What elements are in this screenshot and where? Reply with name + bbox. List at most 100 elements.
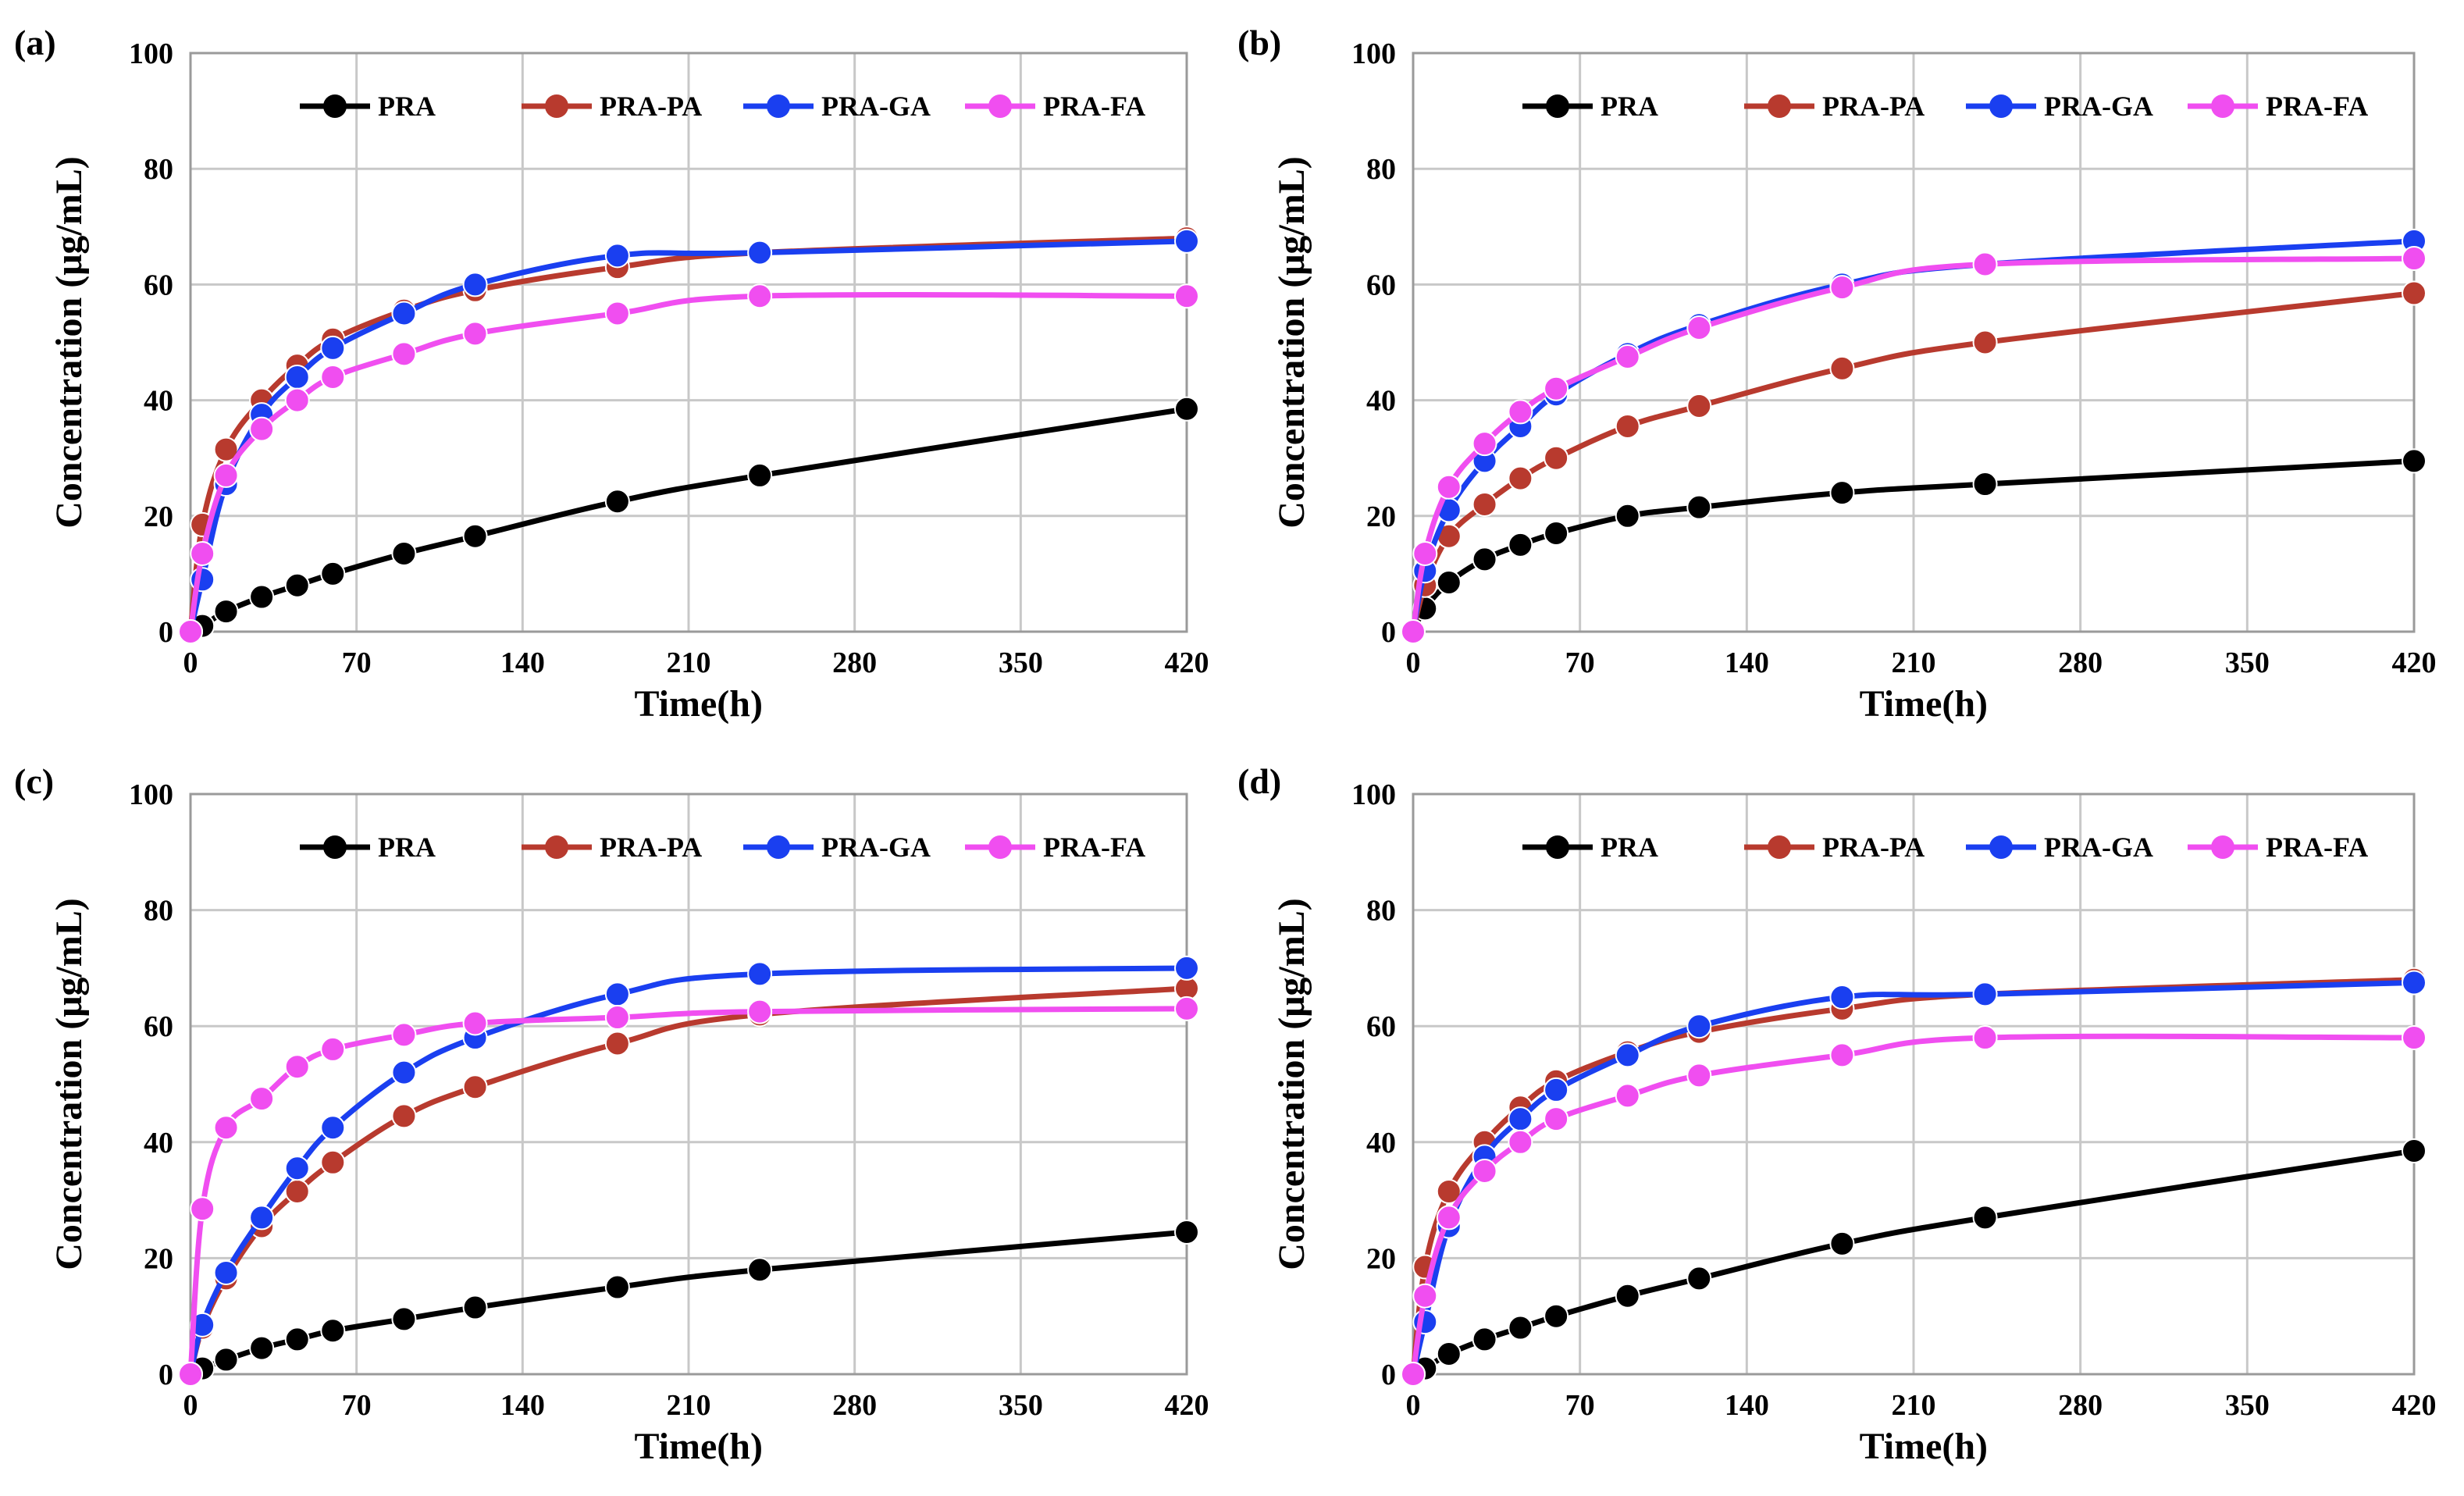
data-point <box>1436 1341 1462 1366</box>
data-point <box>1544 1077 1569 1102</box>
legend-entry: PRA-PA <box>522 91 702 122</box>
data-point <box>1829 1231 1855 1256</box>
legend-label: PRA-FA <box>2266 91 2368 122</box>
data-point <box>391 1306 417 1332</box>
legend-label: PRA-GA <box>821 91 931 122</box>
plot-frame <box>189 793 1188 1376</box>
legend-label: PRA-GA <box>2044 832 2153 863</box>
data-point <box>1972 1025 1998 1051</box>
y-axis-title: Concentration (μg/mL) <box>1271 156 1312 528</box>
legend-marker <box>1546 94 1569 118</box>
x-tick-label: 420 <box>2392 646 2437 679</box>
data-point <box>747 283 773 309</box>
series-PRA-FA <box>1401 246 2427 644</box>
data-point <box>284 572 310 598</box>
data-point <box>1436 570 1462 596</box>
legend-marker <box>2211 835 2234 859</box>
data-point <box>391 540 417 566</box>
data-point <box>1544 445 1569 471</box>
data-point <box>1412 540 1438 566</box>
data-point <box>462 321 488 347</box>
data-point <box>1615 503 1640 529</box>
series-PRA <box>178 396 1199 644</box>
y-tick-label: 40 <box>144 1127 173 1159</box>
data-point <box>1401 619 1426 644</box>
data-point <box>284 1156 310 1181</box>
data-point <box>178 619 203 644</box>
legend-entry: PRA-GA <box>743 91 931 122</box>
data-point <box>1686 315 1712 340</box>
legend-marker <box>545 835 568 859</box>
data-point <box>1174 1219 1199 1245</box>
data-point <box>2402 280 2427 306</box>
data-point <box>320 1149 346 1175</box>
data-point <box>284 1054 310 1080</box>
x-tick-label: 420 <box>2392 1389 2437 1422</box>
legend-entry: PRA <box>300 91 436 122</box>
x-tick-label: 0 <box>1406 646 1421 679</box>
legend-label: PRA-GA <box>821 832 931 863</box>
data-point <box>320 1318 346 1344</box>
data-point <box>1829 275 1855 301</box>
legend-label: PRA-PA <box>1822 832 1925 863</box>
data-point <box>747 999 773 1024</box>
data-point <box>1972 251 1998 277</box>
data-point <box>249 1086 275 1112</box>
legend-marker <box>1768 94 1791 118</box>
x-tick-label: 70 <box>342 1389 372 1422</box>
x-tick-label: 210 <box>667 646 711 679</box>
data-point <box>1401 1362 1426 1387</box>
data-point <box>1615 1283 1640 1309</box>
x-tick-label: 70 <box>1565 1389 1595 1422</box>
y-tick-label: 100 <box>129 778 173 811</box>
legend-marker <box>1989 835 2013 859</box>
legend-entry: PRA <box>1522 91 1658 122</box>
legend-marker <box>1768 835 1791 859</box>
y-tick-label: 40 <box>144 385 173 418</box>
data-point <box>747 240 773 265</box>
data-point <box>1615 344 1640 370</box>
data-point <box>1544 1303 1569 1329</box>
data-point <box>190 540 215 566</box>
y-tick-label: 40 <box>1366 385 1396 418</box>
data-point <box>1508 399 1533 425</box>
data-point <box>604 301 630 326</box>
x-tick-label: 280 <box>832 1389 877 1422</box>
data-point <box>320 1115 346 1141</box>
legend-marker <box>1989 94 2013 118</box>
plot-frame <box>1412 52 2416 633</box>
data-point <box>747 462 773 488</box>
data-point <box>1508 1315 1533 1341</box>
data-point <box>1508 465 1533 491</box>
data-point <box>213 1115 239 1141</box>
data-point <box>2402 1138 2427 1163</box>
legend-label: PRA <box>378 832 436 863</box>
panel-label: (d) <box>1237 761 1281 801</box>
data-point <box>462 272 488 297</box>
y-tick-label: 0 <box>158 616 173 649</box>
legend-marker <box>988 835 1012 859</box>
data-point <box>604 1274 630 1300</box>
data-point <box>604 1005 630 1031</box>
y-tick-label: 100 <box>1351 37 1396 70</box>
legend-entry: PRA <box>1522 832 1658 863</box>
y-tick-label: 80 <box>1366 895 1396 928</box>
x-axis-title: Time(h) <box>1860 683 1988 725</box>
data-point <box>213 436 239 462</box>
x-axis-title: Time(h) <box>635 1426 763 1467</box>
data-point <box>249 584 275 610</box>
data-point <box>604 1031 630 1056</box>
data-point <box>1544 376 1569 401</box>
x-tick-label: 140 <box>500 646 545 679</box>
x-tick-label: 280 <box>2058 646 2103 679</box>
x-tick-label: 350 <box>999 1389 1043 1422</box>
data-point <box>1412 1283 1438 1309</box>
legend-entry: PRA-FA <box>965 91 1145 122</box>
data-point <box>1972 1205 1998 1231</box>
data-point <box>178 1362 203 1387</box>
data-point <box>2402 1025 2427 1051</box>
chart-panel-0: (a) 0 20 40 60 80 100 0 70 140 210 280 350 420 Time(h)… <box>14 23 1209 725</box>
y-tick-label: 0 <box>158 1359 173 1391</box>
data-point <box>1686 1013 1712 1039</box>
